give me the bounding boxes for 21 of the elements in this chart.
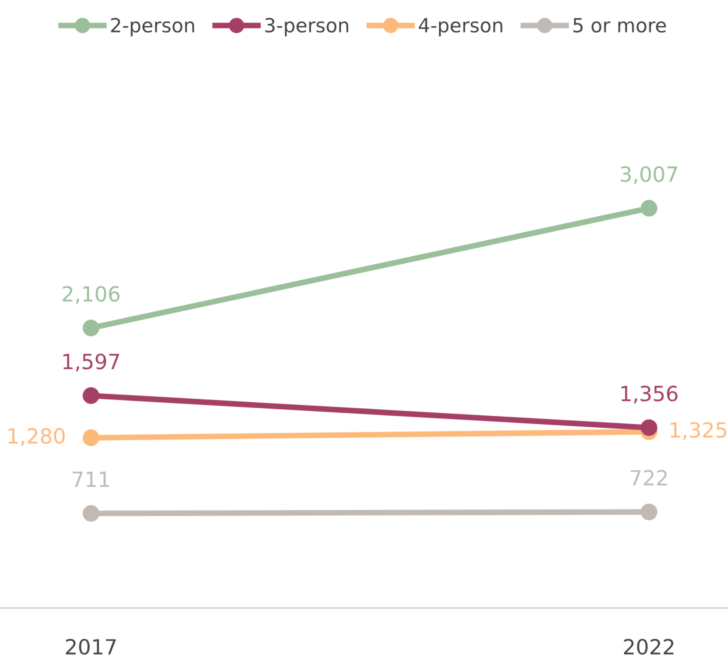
point xyxy=(82,387,100,404)
point xyxy=(82,320,100,336)
legend-label: 2-person xyxy=(111,18,194,36)
point xyxy=(640,200,658,217)
point xyxy=(82,429,100,446)
data-label: 3,007 xyxy=(620,166,678,184)
legend-label: 5 or more xyxy=(573,18,666,33)
data-label: 2,106 xyxy=(62,286,120,304)
x-tick-label: 2022 xyxy=(624,638,674,655)
data-label: 1,356 xyxy=(621,386,678,404)
point xyxy=(640,504,658,520)
point xyxy=(640,419,658,436)
data-label: 1,597 xyxy=(63,354,120,372)
data-label: 1,325 xyxy=(670,422,726,440)
legend-label: 4-person xyxy=(418,18,502,36)
data-label: 711 xyxy=(72,472,109,487)
data-label: 722 xyxy=(630,470,667,486)
x-tick-label: 2017 xyxy=(66,638,116,655)
point xyxy=(82,505,100,522)
legend-label: 3-person xyxy=(265,18,348,36)
data-label: 1,280 xyxy=(8,428,65,446)
